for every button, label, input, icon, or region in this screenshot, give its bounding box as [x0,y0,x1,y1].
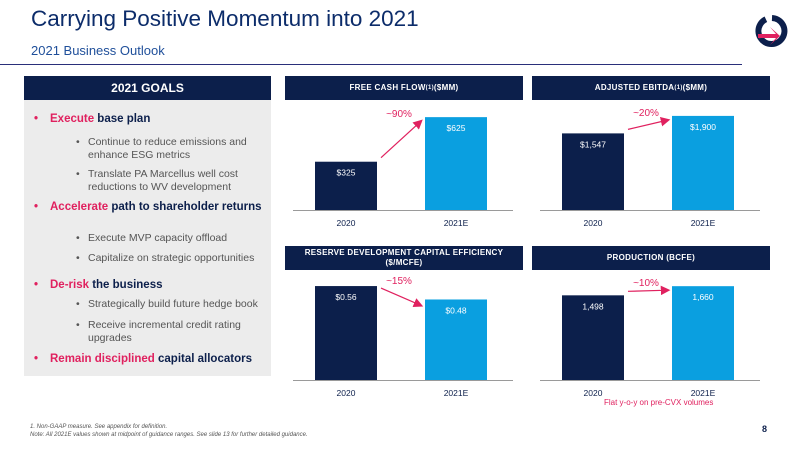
chart-bar [425,299,487,380]
header-divider [0,64,742,65]
bar-value-label: $0.48 [445,305,467,315]
change-label: ~15% [386,276,412,287]
change-arrow [380,119,423,159]
bullet-icon: • [34,113,39,125]
page-title: Carrying Positive Momentum into 2021 [31,6,419,31]
footnotes: 1. Non-GAAP measure. See appendix for de… [30,423,308,439]
category-tick-label: 2021E [691,388,716,398]
category-tick-label: 2020 [584,388,603,398]
change-label: ~20% [633,108,659,119]
bar-value-label: 1,660 [692,292,714,302]
chart-plot: $0.56 2020 $0.48 2021E ~15% [293,276,513,398]
chart-plot: $325 2020 $625 2021E ~90% [293,109,513,228]
footnote-2: Note: All 2021E values shown at midpoint… [30,432,308,438]
bar-value-label: $1,547 [580,139,606,149]
page-number: 8 [762,424,768,434]
change-arrow [380,287,424,308]
production-note: Flat y-o-y on pre-CVX volumes [604,398,714,407]
q-arrow-logo-icon [755,15,788,47]
bar-value-label: $1,900 [690,122,716,132]
category-tick-label: 2020 [584,218,603,228]
change-arrow [627,116,671,130]
bullet-icon: • [34,279,39,291]
chart-title: ADJUSTED EBITDA (1) ($MM) [532,76,770,100]
chart-bar [562,133,624,210]
goal-highlight: Execute [50,113,95,125]
bullet-icon: • [34,201,39,213]
change-label: ~10% [633,278,659,289]
goals-panel: 2021 GOALS • Execute base plan • Continue… [24,76,271,376]
chart-bar [672,286,734,380]
bar-value-label: $0.56 [335,292,357,302]
category-tick-label: 2020 [337,388,356,398]
chart-plot: $1,547 2020 $1,900 2021E ~20% [540,108,760,228]
goal-text: capital allocators [154,353,252,365]
reserve-development-chart: RESERVE DEVELOPMENT CAPITAL EFFICIENCY ($… [285,246,523,406]
footnote-1: 1. Non-GAAP measure. See appendix for de… [30,424,168,430]
free-cash-flow-chart: FREE CASH FLOW (1) ($MM) $325 2020 $625 2021… [285,76,523,236]
chart-bar [562,295,624,380]
chart-bar [315,286,377,380]
chart-title: PRODUCTION (BCFE) [532,246,770,270]
goal-text: the business [89,279,163,291]
category-tick-label: 2021E [444,388,469,398]
change-arrow [627,285,671,296]
goal-text: path to shareholder returns [108,201,262,213]
adjusted-ebitda-chart: ADJUSTED EBITDA (1) ($MM) $1,547 2020 $1,90… [532,76,770,236]
category-tick-label: 2021E [691,218,716,228]
bar-value-label: $625 [447,123,466,133]
goals-title: 2021 GOALS [24,76,271,100]
chart-bar [425,117,487,210]
goal-text: base plan [94,113,151,125]
change-label: ~90% [386,109,412,120]
chart-bar [672,115,734,210]
chart-title: FREE CASH FLOW (1) ($MM) [285,76,523,100]
bar-value-label: $325 [337,168,356,178]
chart-title: RESERVE DEVELOPMENT CAPITAL EFFICIENCY ($… [285,246,523,270]
production-chart: PRODUCTION (BCFE) 1,498 2020 1,660 2021E ~10… [532,246,770,406]
bullet-icon: • [34,353,39,365]
goal-highlight: Accelerate [50,201,109,213]
chart-plot: 1,498 2020 1,660 2021E ~10% [540,278,760,398]
chart-bar [315,161,377,210]
category-tick-label: 2021E [444,218,469,228]
goal-highlight: Remain disciplined [50,353,155,365]
goal-highlight: De-risk [50,279,89,291]
bar-value-label: 1,498 [582,301,604,311]
page-subtitle: 2021 Business Outlook [31,43,165,58]
category-tick-label: 2020 [337,218,356,228]
